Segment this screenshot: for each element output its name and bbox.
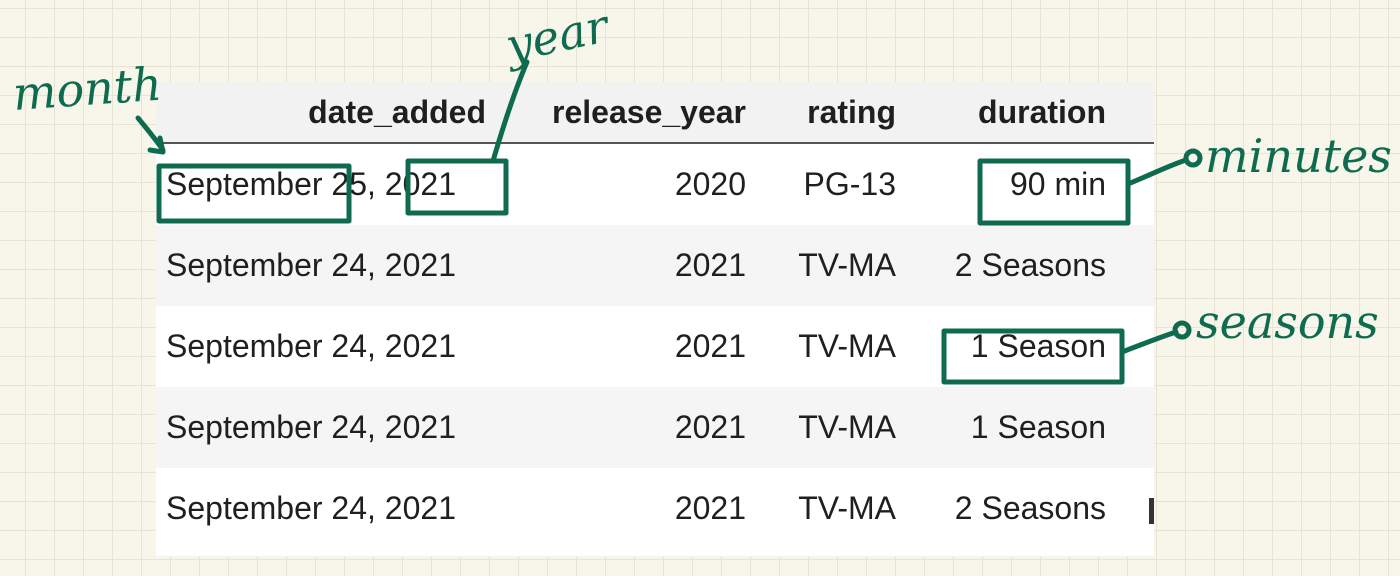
cell-rating: TV-MA bbox=[798, 490, 896, 526]
cell-date-added: September 24, 2021 bbox=[166, 328, 456, 364]
data-table-panel: date_added release_year rating duration … bbox=[156, 82, 1154, 556]
minutes-connector-dot bbox=[1183, 148, 1203, 168]
table-row: September 24, 2021 2021 TV-MA 1 Season bbox=[156, 306, 1154, 387]
cell-release-year: 2021 bbox=[496, 225, 756, 306]
cell-rating: TV-MA bbox=[756, 225, 906, 306]
cell-release-year: 2021 bbox=[674, 328, 746, 364]
cell-truncated bbox=[1116, 306, 1154, 387]
cell-date-added: September 24, 2021 bbox=[156, 225, 496, 306]
cell-release-year: 2021 bbox=[674, 490, 746, 526]
seasons-annotation-label: seasons bbox=[1196, 295, 1379, 349]
table-row: September 24, 2021 2021 TV-MA 1 Season bbox=[156, 387, 1154, 468]
cell-duration: 2 Seasons bbox=[954, 490, 1106, 526]
month-annotation-label: month bbox=[11, 57, 163, 121]
column-header-truncated bbox=[1116, 82, 1154, 144]
cell-date-added: September 24, 2021 bbox=[156, 387, 496, 468]
table-row: September 25, 2021 2020 PG-13 90 min bbox=[156, 143, 1154, 225]
column-header-release-year: release_year bbox=[496, 82, 756, 144]
column-header-date-added: date_added bbox=[156, 82, 496, 144]
cell-truncated bbox=[1116, 468, 1154, 549]
table-row: September 24, 2021 2021 TV-MA 2 Seasons bbox=[156, 468, 1154, 549]
dataframe-table: date_added release_year rating duration … bbox=[156, 82, 1154, 549]
cell-release-year: 2021 bbox=[496, 387, 756, 468]
truncated-column-edge bbox=[1149, 497, 1154, 524]
table-row: September 24, 2021 2021 TV-MA 2 Seasons bbox=[156, 225, 1154, 306]
cell-date-added: September 25, 2021 bbox=[166, 166, 456, 202]
cell-rating: TV-MA bbox=[798, 328, 896, 364]
column-header-rating: rating bbox=[756, 82, 906, 144]
cell-rating: PG-13 bbox=[803, 166, 896, 202]
cell-date-added: September 24, 2021 bbox=[166, 490, 456, 526]
cell-truncated bbox=[1116, 143, 1154, 225]
cell-duration: 90 min bbox=[1009, 166, 1106, 202]
column-header-duration: duration bbox=[906, 82, 1116, 144]
minutes-annotation-label: minutes bbox=[1205, 129, 1392, 183]
cell-duration: 1 Season bbox=[970, 328, 1106, 364]
cell-rating: TV-MA bbox=[756, 387, 906, 468]
cell-release-year: 2020 bbox=[674, 166, 746, 202]
cell-truncated bbox=[1116, 225, 1154, 306]
year-annotation-label: year bbox=[499, 0, 616, 73]
cell-truncated bbox=[1116, 387, 1154, 468]
seasons-connector-dot bbox=[1172, 320, 1192, 340]
cell-duration: 1 Season bbox=[906, 387, 1116, 468]
cell-duration: 2 Seasons bbox=[906, 225, 1116, 306]
table-header-row: date_added release_year rating duration bbox=[156, 82, 1154, 144]
